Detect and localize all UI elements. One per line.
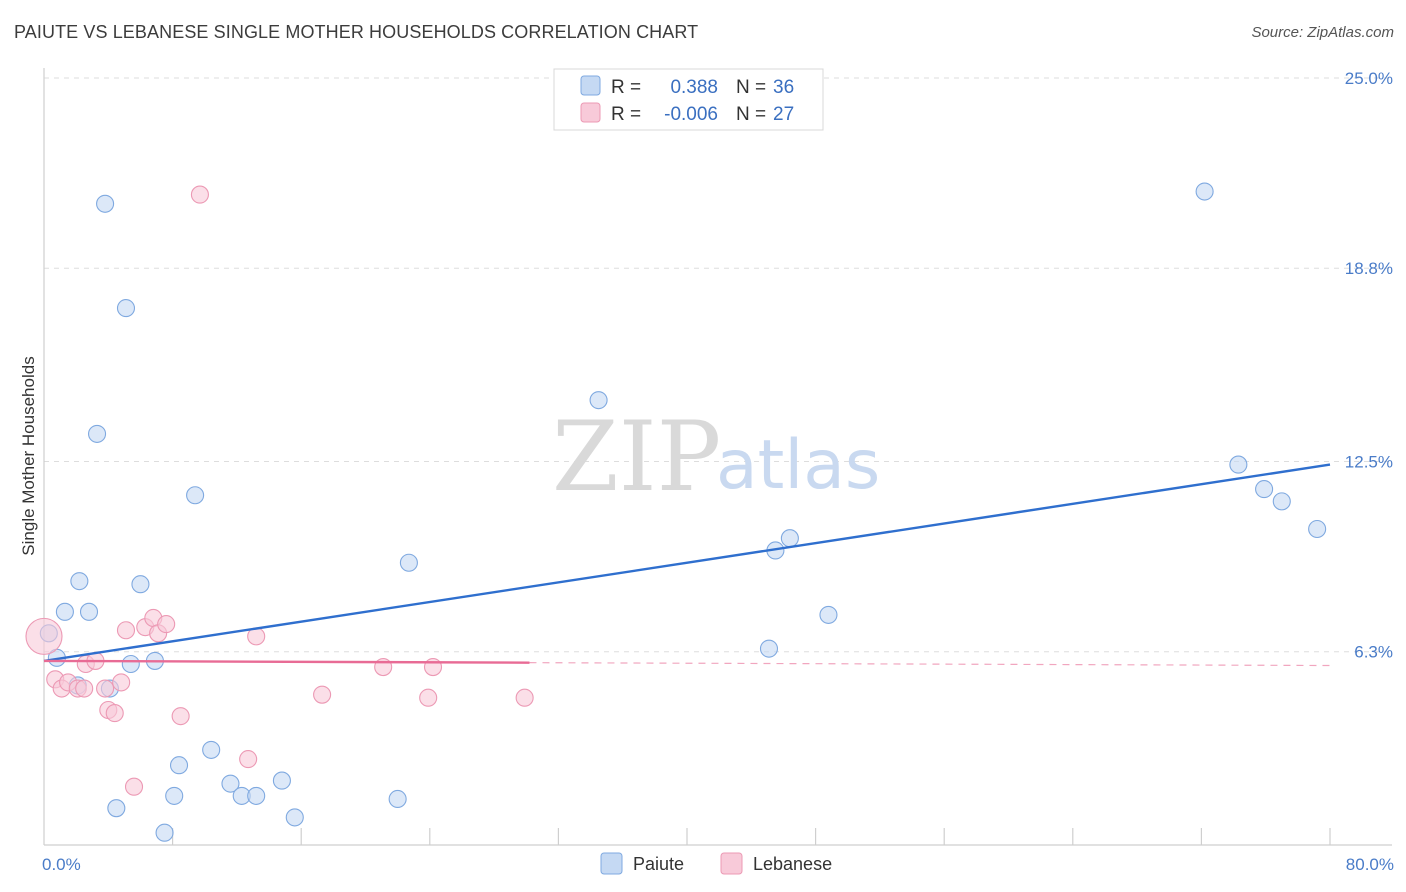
paiute-point-32 [1229, 455, 1248, 474]
legend-swatch-paiute [580, 75, 601, 96]
y-tick-label-3: 25.0% [1345, 69, 1393, 88]
chart-title: PAIUTE VS LEBANESE SINGLE MOTHER HOUSEHO… [14, 22, 699, 42]
y-tick-label-1: 12.5% [1345, 453, 1393, 472]
paiute-point-7 [96, 194, 115, 213]
legend-r-label-paiute: R = [611, 77, 641, 98]
paiute-point-19 [221, 774, 240, 793]
y-axis-label: Single Mother Households [19, 356, 38, 555]
lebanese-point-11 [112, 673, 131, 692]
lebanese-point-24 [419, 688, 438, 707]
paiute-trend-line [43, 463, 1331, 663]
lebanese-point-17 [157, 615, 176, 634]
lebanese-point-5 [75, 679, 94, 698]
lebanese-point-19 [190, 185, 209, 204]
lebanese-point-20 [239, 750, 258, 769]
paiute-point-6 [87, 424, 107, 443]
legend-r-value-paiute: 0.388 [670, 77, 718, 98]
paiute-point-24 [388, 789, 407, 809]
paiute-point-29 [780, 529, 799, 548]
legend-n-value-paiute: 36 [773, 77, 794, 98]
paiute-point-14 [155, 823, 174, 842]
paiute-point-21 [247, 786, 266, 805]
paiute-point-15 [165, 786, 184, 805]
paiute-point-25 [399, 553, 418, 572]
y-tick-label-2: 18.8% [1345, 259, 1393, 278]
watermark: ZIP atlas [552, 401, 880, 513]
bottom-legend-label-lebanese: Lebanese [753, 854, 832, 874]
lebanese-trend-line [43, 659, 530, 664]
trend-lines [43, 463, 1331, 667]
watermark-zip: ZIP [552, 401, 721, 513]
lebanese-point-0 [25, 617, 63, 655]
y-tick-labels: 6.3% 12.5% 18.8% 25.0% [1345, 69, 1393, 662]
paiute-point-12 [131, 575, 150, 594]
paiute-point-33 [1255, 480, 1274, 499]
paiute-point-2 [55, 602, 74, 621]
bottom-legend: Paiute Lebanese [600, 852, 832, 875]
lebanese-point-13 [124, 777, 144, 796]
lebanese-point-18 [171, 707, 190, 726]
lebanese-trend-line-extension [529, 662, 1331, 667]
legend-n-label-lebanese: N = [736, 104, 766, 125]
paiute-point-10 [116, 299, 136, 318]
paiute-point-22 [272, 771, 291, 790]
paiute-point-9 [107, 799, 126, 818]
bottom-legend-label-paiute: Paiute [633, 854, 684, 874]
lebanese-point-8 [96, 679, 115, 698]
lebanese-point-26 [515, 688, 534, 707]
source-label: Source: ZipAtlas.com [1251, 24, 1394, 41]
paiute-point-16 [169, 756, 189, 775]
paiute-point-18 [202, 740, 221, 759]
paiute-point-17 [186, 486, 205, 505]
y-tick-label-0: 6.3% [1354, 643, 1393, 662]
legend-r-label-lebanese: R = [611, 104, 641, 125]
legend-r-value-lebanese: -0.006 [664, 104, 718, 125]
paiute-point-35 [1308, 519, 1327, 539]
paiute-point-4 [70, 572, 89, 591]
lebanese-point-10 [105, 704, 124, 723]
paiute-point-34 [1272, 492, 1291, 511]
lebanese-point-12 [116, 621, 136, 640]
paiute-point-23 [285, 808, 304, 827]
bottom-legend-swatch-paiute [600, 852, 623, 875]
x-axis-ticks [172, 828, 1331, 845]
x-tick-label-max: 80.0% [1346, 855, 1394, 874]
watermark-atlas: atlas [716, 426, 880, 505]
paiute-point-11 [121, 654, 140, 674]
legend-swatch-lebanese [580, 102, 601, 123]
legend-n-value-lebanese: 27 [773, 104, 794, 125]
paiute-point-27 [759, 639, 779, 658]
bottom-legend-swatch-lebanese [720, 852, 743, 875]
paiute-point-31 [1195, 182, 1214, 201]
paiute-point-26 [589, 391, 608, 410]
paiute-point-5 [79, 602, 99, 621]
legend-n-label-paiute: N = [736, 77, 766, 98]
legend-box: R = 0.388 N = 36 R = -0.006 N = 27 [553, 68, 824, 131]
paiute-point-30 [819, 605, 838, 624]
grid-lines [44, 77, 1392, 653]
x-tick-label-min: 0.0% [42, 855, 81, 874]
lebanese-point-22 [313, 685, 332, 704]
